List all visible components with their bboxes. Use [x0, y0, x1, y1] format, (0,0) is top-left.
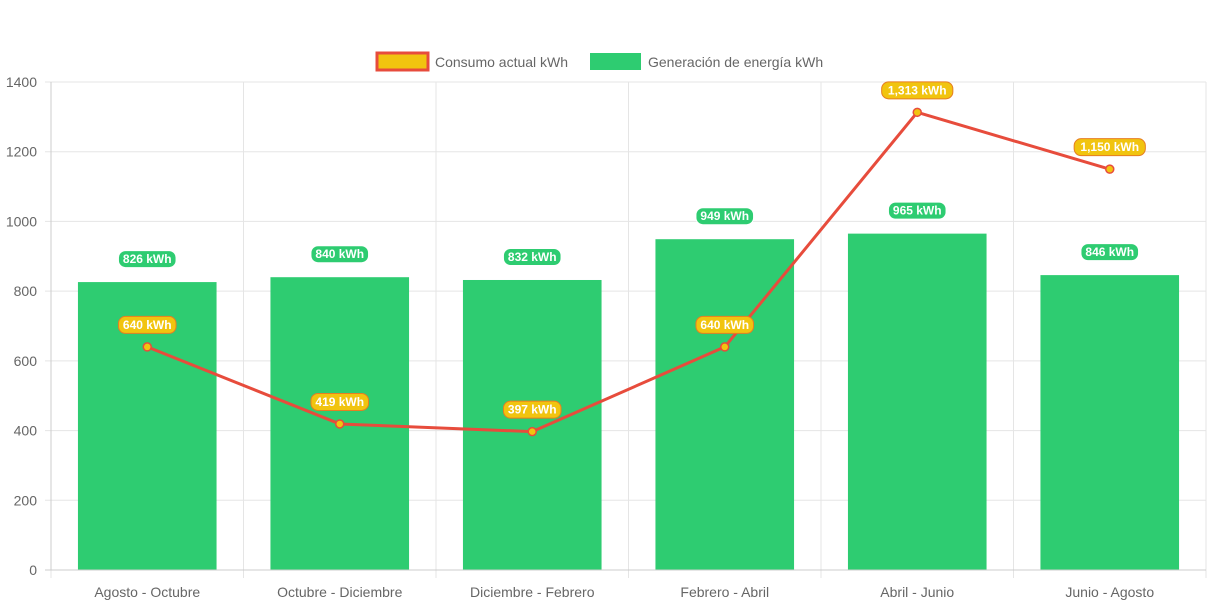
bar-data-label: 965 kWh [893, 204, 942, 218]
line-data-label: 640 kWh [700, 318, 749, 332]
bar-data-label: 832 kWh [508, 250, 557, 264]
line-data-label-bg [695, 315, 755, 334]
line-data-label: 419 kWh [315, 395, 364, 409]
y-tick-label: 0 [29, 562, 37, 578]
y-tick-label: 200 [14, 492, 38, 508]
axes: 0 200 400 600 800 1000 1200 1400 Agosto - Octubr… [6, 74, 1206, 600]
x-tick-label: Febrero - Abril [680, 584, 769, 600]
bar-generacion [462, 279, 602, 570]
x-tick-label: Junio - Agosto [1065, 584, 1154, 600]
point-consumo [720, 342, 730, 352]
line-series-consumo [142, 107, 1115, 437]
y-tick-label: 400 [14, 423, 38, 439]
bar-data-label-bg [310, 245, 370, 264]
line-data-label: 640 kWh [123, 318, 172, 332]
point-consumo [1105, 164, 1115, 174]
line-data-label: 1,150 kWh [1080, 140, 1139, 154]
legend-swatch-consumo [375, 51, 430, 72]
point-consumo [142, 342, 152, 352]
legend: Consumo actual kWh Generación de energía… [375, 51, 823, 72]
legend-swatch-generacion [590, 53, 641, 70]
bar-generacion [1040, 275, 1180, 570]
x-tick-label: Agosto - Octubre [94, 584, 200, 600]
x-tick-label: Abril - Junio [880, 584, 954, 600]
y-tick-label: 1200 [6, 144, 37, 160]
bar-generacion [847, 233, 987, 570]
bar-data-label-bg [117, 250, 177, 269]
point-consumo [335, 419, 345, 429]
bar-data-label-bg [502, 247, 562, 266]
line-data-label-bg [117, 315, 177, 334]
y-tick-label: 800 [14, 283, 38, 299]
line-data-label-bg [881, 81, 954, 100]
line-data-label: 397 kWh [508, 403, 557, 417]
legend-label-generacion: Generación de energía kWh [648, 54, 823, 70]
y-tick-label: 600 [14, 353, 38, 369]
bar-data-label: 846 kWh [1085, 245, 1134, 259]
bar-data-label-bg [887, 201, 947, 220]
legend-label-consumo: Consumo actual kWh [435, 54, 568, 70]
x-tick-label: Diciembre - Febrero [470, 584, 595, 600]
line-data-label-bg [502, 400, 562, 419]
line-data-label-bg [310, 392, 370, 411]
point-consumo [527, 426, 537, 437]
line-data-label-bg [1073, 138, 1146, 157]
y-tick-label: 1400 [6, 74, 37, 90]
line-data-label: 1,313 kWh [888, 83, 947, 97]
x-tick-label: Octubre - Diciembre [277, 584, 402, 600]
bar-data-label-bg [1080, 243, 1140, 262]
bar-series-generacion [77, 233, 1180, 570]
y-tick-label: 1000 [6, 213, 37, 229]
line-consumo [146, 110, 1111, 434]
data-labels: 826 kWh 840 kWh 832 kWh 949 kWh 965 kWh 846 k… [117, 81, 1146, 419]
bar-data-label-bg [695, 207, 755, 226]
bar-generacion [655, 239, 795, 570]
grid [45, 81, 1207, 578]
bar-data-label: 840 kWh [315, 247, 364, 261]
bar-data-label: 826 kWh [123, 252, 172, 266]
bar-data-label: 949 kWh [700, 209, 749, 223]
point-consumo [912, 107, 922, 118]
